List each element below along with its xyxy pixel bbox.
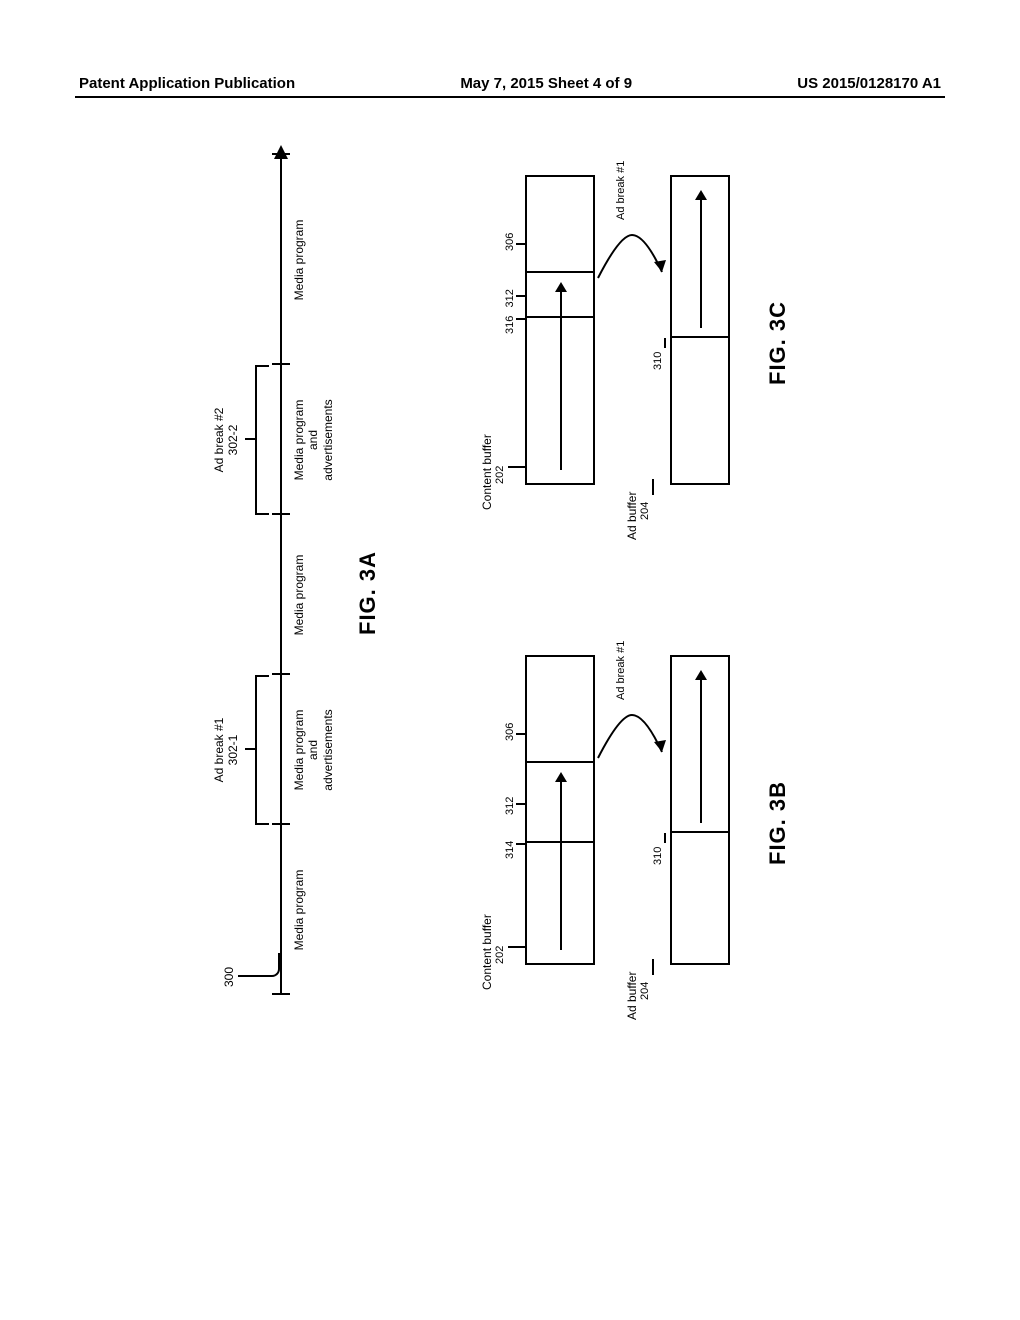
- lead-316-c: [516, 318, 526, 320]
- fig3b-caption: FIG. 3B: [765, 781, 791, 865]
- adbreak-arrow-b: [590, 690, 675, 770]
- ref-314-b: 314: [504, 841, 516, 859]
- lead-204-c: [652, 479, 654, 495]
- brace1-label: Ad break #1 302-1: [212, 675, 241, 825]
- ref-202-c: 202: [494, 466, 506, 484]
- ref-204-b: 204: [639, 982, 651, 1000]
- content-buffer-label-b: Content buffer: [480, 914, 494, 990]
- figures-rotated: 300 Ad break #1 302-1 Ad break #2 302-2 …: [130, 75, 890, 1075]
- lead-300: [238, 953, 280, 977]
- ref-300: 300: [222, 967, 236, 987]
- brace2-label: Ad break #2 302-2: [212, 365, 241, 515]
- ref-310-c: 310: [652, 352, 664, 370]
- brace1-text: Ad break #1: [212, 718, 226, 783]
- seg-label-1: Media program: [292, 825, 306, 995]
- fig3c-caption: FIG. 3C: [765, 301, 791, 385]
- lead-314-b: [516, 843, 526, 845]
- lead-312-c: [516, 296, 526, 298]
- ref-310-b: 310: [652, 847, 664, 865]
- fig3a-caption: FIG. 3A: [355, 551, 381, 635]
- arrow-content-b: [560, 780, 562, 950]
- ref-306-c: 306: [504, 233, 516, 251]
- timeline: [280, 155, 282, 995]
- fig-3b: Content buffer 202 314 312 306 Ad buffer…: [460, 590, 840, 1020]
- ref-204-c: 204: [639, 502, 651, 520]
- fig-3c: Content buffer 202 316 312 306 Ad buffer…: [460, 110, 840, 540]
- page: Patent Application Publication May 7, 20…: [75, 75, 945, 1245]
- brace2-text: Ad break #2: [212, 408, 226, 473]
- ref-312-b: 312: [504, 797, 516, 815]
- arrow-ad-b: [700, 678, 702, 823]
- brace1-sub: 302-1: [226, 735, 240, 766]
- timeline-arrow-icon: [274, 145, 288, 159]
- lead-310-b: [664, 833, 666, 843]
- lead-306-c: [516, 243, 526, 245]
- seg-label-2: Media program and advertisements: [292, 675, 335, 825]
- cbuf-c-div2: [527, 271, 593, 273]
- lead-204-b: [652, 959, 654, 975]
- lead-306-b: [516, 733, 526, 735]
- ref-316-c: 316: [504, 316, 516, 334]
- adbreak-arrow-c: [590, 210, 675, 290]
- seg-label-3: Media program: [292, 515, 306, 675]
- arrow-ad-c: [700, 198, 702, 328]
- ref-306-b: 306: [504, 723, 516, 741]
- lead-312-b: [516, 803, 526, 805]
- arrow-content-c: [560, 290, 562, 470]
- lead-202-b: [508, 946, 526, 948]
- lead-202-c: [508, 466, 526, 468]
- ad-buffer-label-b: Ad buffer: [625, 972, 639, 1020]
- brace2-sub: 302-2: [226, 425, 240, 456]
- abuf-b-div: [672, 831, 728, 833]
- content-buffer-label-c: Content buffer: [480, 434, 494, 510]
- brace-adbreak-1: [255, 675, 267, 825]
- lead-310-c: [664, 338, 666, 348]
- seg-label-4: Media program and advertisements: [292, 365, 335, 515]
- ref-312-c: 312: [504, 289, 516, 307]
- ref-202-b: 202: [494, 946, 506, 964]
- cbuf-b-div2: [527, 761, 593, 763]
- ad-buffer-label-c: Ad buffer: [625, 492, 639, 540]
- seg-label-5: Media program: [292, 155, 306, 365]
- abuf-c-div: [672, 336, 728, 338]
- brace-adbreak-2: [255, 365, 267, 515]
- fig-3a: 300 Ad break #1 302-1 Ad break #2 302-2 …: [160, 155, 390, 995]
